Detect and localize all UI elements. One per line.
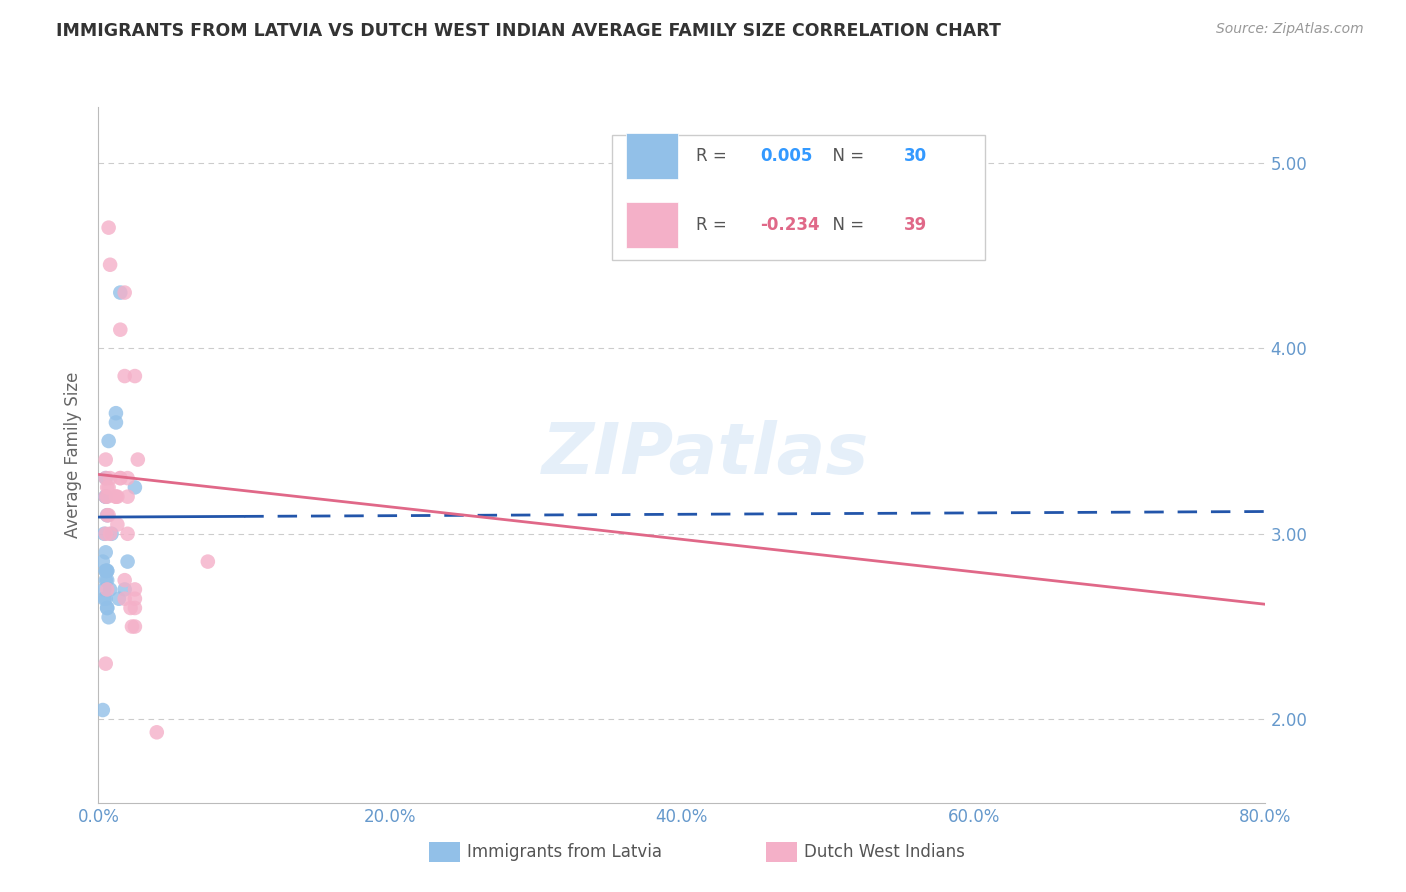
Point: [93, 582, 115, 597]
Point: [94, 526, 117, 541]
Point: [124, 369, 146, 384]
Point: [94, 471, 117, 485]
Point: [94, 591, 117, 606]
Point: [124, 582, 146, 597]
Text: ZIPatlas: ZIPatlas: [541, 420, 869, 490]
Text: Dutch West Indians: Dutch West Indians: [804, 843, 965, 861]
Point: [96, 601, 118, 615]
Text: R =: R =: [696, 216, 733, 234]
Text: IMMIGRANTS FROM LATVIA VS DUTCH WEST INDIAN AVERAGE FAMILY SIZE CORRELATION CHAR: IMMIGRANTS FROM LATVIA VS DUTCH WEST IND…: [56, 22, 1001, 40]
Point: [114, 582, 136, 597]
Point: [96, 508, 118, 523]
Text: 39: 39: [904, 216, 927, 234]
Text: N =: N =: [823, 216, 869, 234]
Text: N =: N =: [823, 147, 869, 165]
Text: 0.005: 0.005: [761, 147, 813, 165]
Point: [96, 490, 118, 504]
Point: [91, 555, 114, 569]
Y-axis label: Average Family Size: Average Family Size: [65, 372, 83, 538]
Point: [117, 490, 139, 504]
Point: [97, 610, 120, 624]
Text: R =: R =: [696, 147, 733, 165]
Text: Source: ZipAtlas.com: Source: ZipAtlas.com: [1216, 22, 1364, 37]
Point: [114, 573, 136, 587]
Point: [96, 582, 118, 597]
Point: [97, 220, 120, 235]
Point: [104, 490, 127, 504]
Point: [114, 591, 136, 606]
Point: [105, 490, 128, 504]
Point: [96, 480, 118, 494]
Point: [94, 452, 117, 467]
Text: Immigrants from Latvia: Immigrants from Latvia: [467, 843, 662, 861]
Point: [98, 471, 121, 485]
Point: [91, 703, 114, 717]
Point: [94, 490, 117, 504]
Point: [105, 517, 128, 532]
Point: [117, 471, 139, 485]
Point: [104, 406, 127, 420]
Point: [124, 591, 146, 606]
Point: [124, 601, 146, 615]
Point: [114, 369, 136, 384]
Point: [117, 555, 139, 569]
Text: -0.234: -0.234: [761, 216, 820, 234]
Point: [108, 591, 131, 606]
Point: [110, 471, 132, 485]
Point: [97, 480, 120, 494]
Point: [110, 323, 132, 337]
Point: [94, 490, 117, 504]
Bar: [626, 202, 679, 248]
Text: 30: 30: [904, 147, 927, 165]
Point: [110, 285, 132, 300]
Point: [97, 508, 120, 523]
Point: [96, 573, 118, 587]
Point: [114, 285, 136, 300]
Point: [121, 619, 143, 633]
Bar: [626, 134, 679, 178]
Point: [197, 555, 219, 569]
Point: [117, 526, 139, 541]
Point: [104, 416, 127, 430]
Point: [110, 471, 132, 485]
Point: [98, 258, 121, 272]
FancyBboxPatch shape: [612, 135, 986, 260]
Point: [127, 452, 149, 467]
Point: [124, 480, 146, 494]
Point: [97, 434, 120, 448]
Point: [96, 564, 118, 578]
Point: [94, 564, 117, 578]
Point: [94, 471, 117, 485]
Point: [124, 619, 146, 633]
Point: [94, 573, 117, 587]
Point: [98, 526, 121, 541]
Point: [104, 490, 127, 504]
Point: [93, 591, 115, 606]
Point: [96, 601, 118, 615]
Point: [96, 508, 118, 523]
Point: [120, 601, 142, 615]
Point: [146, 725, 169, 739]
Point: [94, 657, 117, 671]
Point: [94, 490, 117, 504]
Point: [94, 545, 117, 559]
Point: [96, 564, 118, 578]
Point: [98, 582, 121, 597]
Point: [94, 564, 117, 578]
Point: [93, 526, 115, 541]
Point: [100, 526, 122, 541]
